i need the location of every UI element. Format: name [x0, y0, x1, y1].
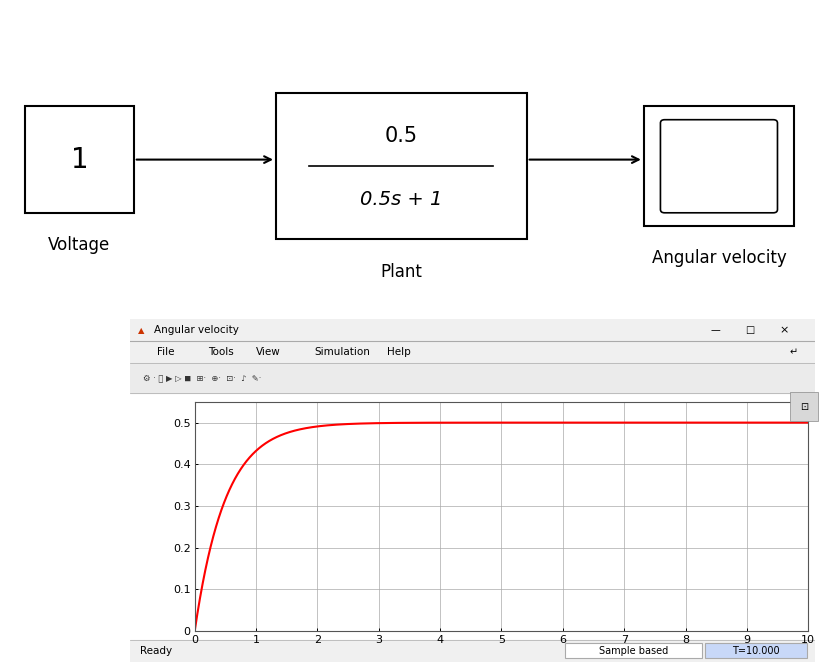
- Text: 1: 1: [70, 146, 89, 174]
- Text: Help: Help: [386, 347, 410, 357]
- Text: File: File: [157, 347, 175, 357]
- FancyBboxPatch shape: [706, 643, 807, 658]
- Text: Ready: Ready: [140, 646, 172, 656]
- Text: ↵: ↵: [790, 347, 798, 357]
- Text: ▲: ▲: [138, 326, 145, 334]
- Bar: [130, 341, 815, 363]
- Text: 0.5: 0.5: [385, 126, 418, 146]
- Text: 0.5s + 1: 0.5s + 1: [360, 190, 442, 209]
- Text: Simulation: Simulation: [314, 347, 370, 357]
- FancyBboxPatch shape: [660, 120, 777, 213]
- Bar: [130, 640, 815, 662]
- Text: Plant: Plant: [380, 263, 422, 281]
- Text: ⊡: ⊡: [800, 402, 808, 412]
- FancyBboxPatch shape: [276, 93, 527, 239]
- Text: ⚙ · ⓟ ▶ ▷ ◼  ⊞·  ⊕·  ⊡·  ♪  ✎·: ⚙ · ⓟ ▶ ▷ ◼ ⊞· ⊕· ⊡· ♪ ✎·: [143, 374, 262, 382]
- Text: Sample based: Sample based: [599, 646, 668, 656]
- Text: Angular velocity: Angular velocity: [651, 249, 787, 267]
- FancyBboxPatch shape: [565, 643, 702, 658]
- FancyBboxPatch shape: [25, 106, 134, 213]
- Text: Tools: Tools: [208, 347, 234, 357]
- Text: View: View: [257, 347, 281, 357]
- Text: Angular velocity: Angular velocity: [154, 325, 238, 335]
- Text: —: —: [711, 325, 721, 335]
- Text: T=10.000: T=10.000: [732, 646, 780, 656]
- Bar: [130, 363, 815, 393]
- Text: Voltage: Voltage: [48, 236, 110, 254]
- Text: ×: ×: [779, 325, 789, 335]
- Bar: [130, 319, 815, 341]
- Text: □: □: [746, 325, 755, 335]
- FancyBboxPatch shape: [644, 106, 794, 226]
